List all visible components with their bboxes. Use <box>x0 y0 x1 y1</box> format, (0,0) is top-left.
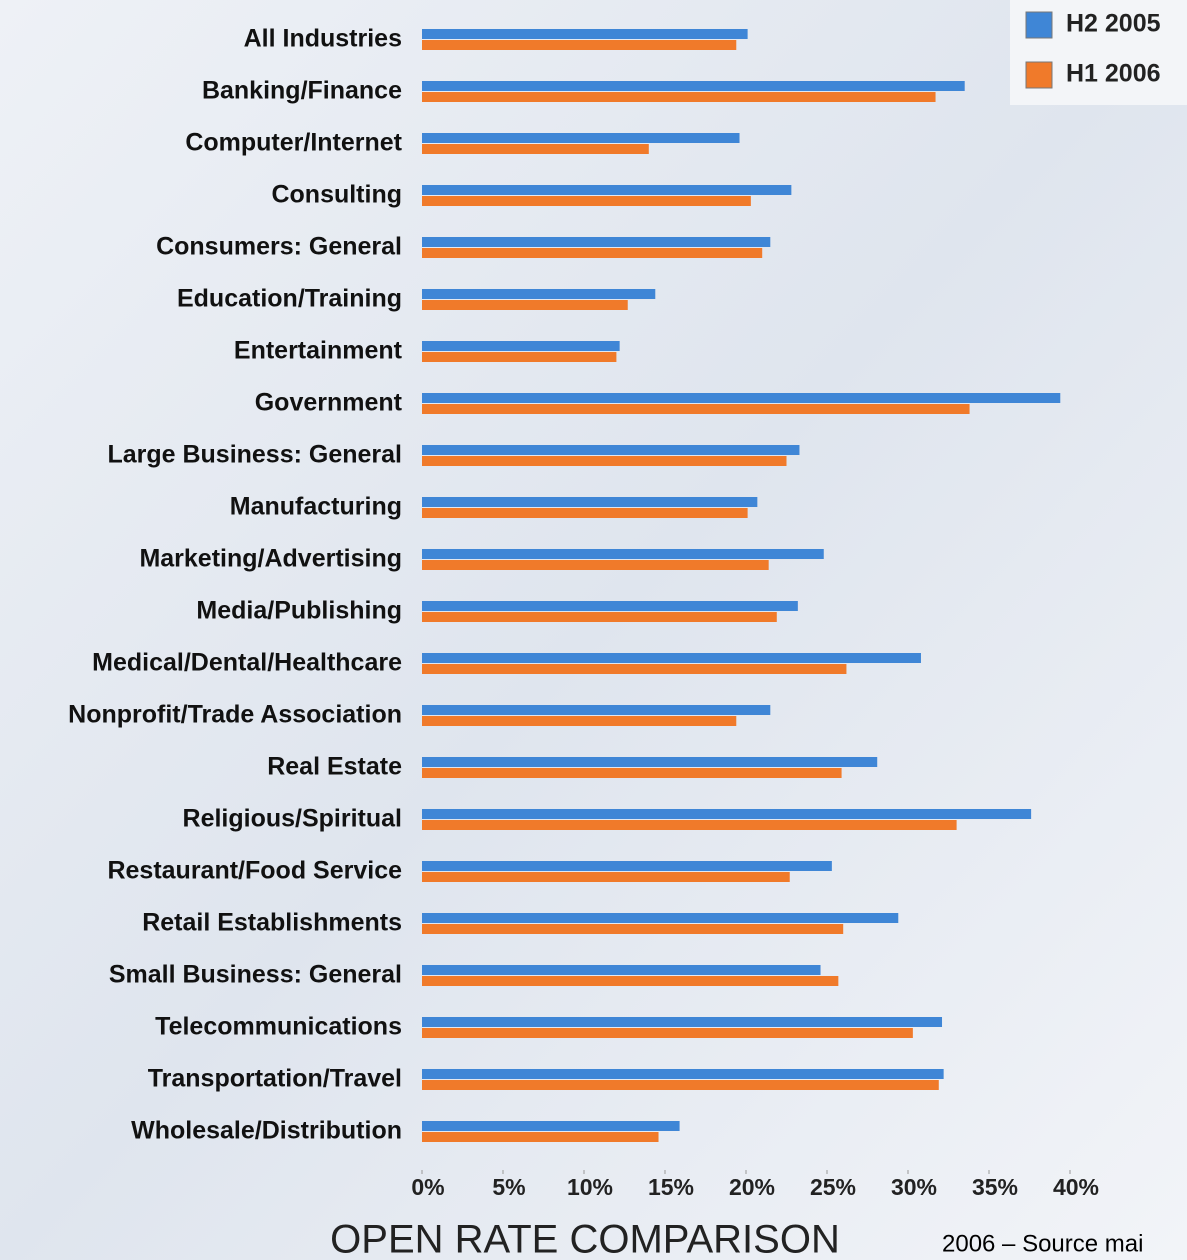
category-label: Media/Publishing <box>196 597 402 625</box>
bar <box>422 768 842 778</box>
bar <box>422 664 847 674</box>
bar <box>422 185 792 195</box>
source-note: 2006 – Source mai <box>942 1230 1143 1257</box>
legend-swatch <box>1025 11 1053 39</box>
category-label: Banking/Finance <box>202 77 402 105</box>
bar <box>422 976 839 986</box>
bar <box>422 144 649 154</box>
category-label: Marketing/Advertising <box>139 545 402 573</box>
category-label: Religious/Spiritual <box>183 805 402 833</box>
bar <box>422 601 798 611</box>
x-tick-label: 30% <box>891 1174 937 1200</box>
bar <box>422 872 790 882</box>
bar <box>422 92 936 102</box>
category-label: Consulting <box>271 181 402 209</box>
bar <box>422 1028 913 1038</box>
bar <box>422 497 758 507</box>
category-label: Retail Establishments <box>142 909 402 937</box>
x-tick-label: 15% <box>648 1174 694 1200</box>
x-tick-label: 0% <box>411 1174 444 1200</box>
bar <box>422 809 1032 819</box>
bar <box>422 820 957 830</box>
category-label: Government <box>255 389 403 417</box>
bar <box>422 29 748 39</box>
bar <box>422 40 737 50</box>
bar <box>422 196 751 206</box>
bar <box>422 352 617 362</box>
bar <box>422 612 777 622</box>
legend-label: H1 2006 <box>1066 60 1161 88</box>
category-label: Medical/Dental/Healthcare <box>92 649 402 677</box>
bar <box>422 248 763 258</box>
bar <box>422 341 620 351</box>
bar <box>422 133 740 143</box>
category-label: Entertainment <box>234 337 403 365</box>
bar <box>422 508 748 518</box>
x-tick-label: 40% <box>1053 1174 1099 1200</box>
bar <box>422 549 824 559</box>
bar <box>422 924 844 934</box>
bar <box>422 560 769 570</box>
x-tick-label: 10% <box>567 1174 613 1200</box>
bar <box>422 1080 939 1090</box>
category-label: Restaurant/Food Service <box>107 857 402 885</box>
bar <box>422 404 970 414</box>
category-label: All Industries <box>244 25 402 53</box>
x-tick-label: 35% <box>972 1174 1018 1200</box>
bar <box>422 965 821 975</box>
bar <box>422 300 628 310</box>
category-label: Manufacturing <box>230 493 402 521</box>
category-label: Telecommunications <box>155 1013 402 1041</box>
bar <box>422 81 965 91</box>
bar <box>422 716 737 726</box>
category-label: Education/Training <box>177 285 402 313</box>
category-label: Wholesale/Distribution <box>131 1117 402 1145</box>
category-label: Consumers: General <box>156 233 402 261</box>
x-tick-label: 25% <box>810 1174 856 1200</box>
category-label: Computer/Internet <box>185 129 402 157</box>
bar <box>422 1132 659 1142</box>
category-label: Real Estate <box>267 753 402 781</box>
bar <box>422 705 771 715</box>
chart-title: OPEN RATE COMPARISON <box>330 1218 840 1260</box>
bar <box>422 1069 944 1079</box>
bar <box>422 913 899 923</box>
category-label: Large Business: General <box>107 441 402 469</box>
x-tick-label: 5% <box>492 1174 525 1200</box>
x-tick-label: 20% <box>729 1174 775 1200</box>
bar <box>422 393 1061 403</box>
category-label: Nonprofit/Trade Association <box>68 701 402 729</box>
legend-label: H2 2005 <box>1066 10 1161 38</box>
bar <box>422 237 771 247</box>
bar <box>422 757 878 767</box>
bar <box>422 653 921 663</box>
bar <box>422 456 787 466</box>
category-label: Small Business: General <box>109 961 402 989</box>
bar <box>422 289 656 299</box>
bar <box>422 1121 680 1131</box>
legend-swatch <box>1025 61 1053 89</box>
bar <box>422 861 832 871</box>
bar <box>422 1017 943 1027</box>
category-label: Transportation/Travel <box>148 1065 402 1093</box>
bar <box>422 445 800 455</box>
